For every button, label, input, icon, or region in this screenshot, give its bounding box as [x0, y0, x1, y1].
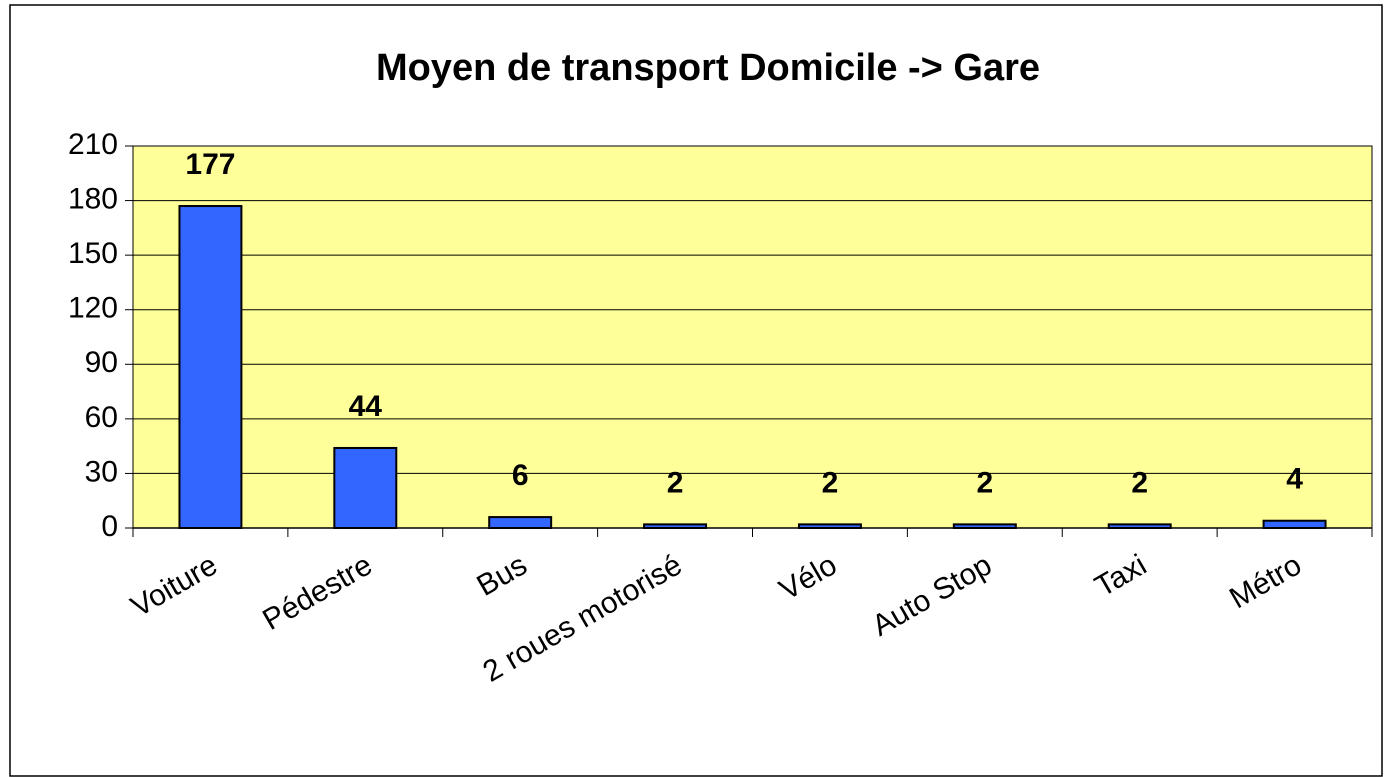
y-tick-label: 120	[68, 292, 118, 325]
data-label: 44	[349, 390, 383, 423]
y-tick-label: 150	[68, 237, 118, 270]
data-label: 4	[1286, 463, 1303, 496]
y-tick-label: 30	[85, 455, 118, 488]
bar	[333, 446, 398, 530]
bar	[1107, 523, 1172, 529]
bar	[643, 523, 708, 529]
chart-title: Moyen de transport Domicile -> Gare	[376, 47, 1040, 89]
y-tick-label: 210	[68, 128, 118, 161]
y-tick-label: 0	[101, 510, 118, 543]
bar	[1262, 519, 1327, 530]
bar	[178, 205, 243, 529]
data-label: 2	[822, 466, 839, 499]
data-label: 2	[976, 466, 993, 499]
data-label: 177	[185, 148, 235, 181]
y-tick-label: 180	[68, 182, 118, 215]
data-label: 2	[1131, 466, 1148, 499]
y-tick-label: 60	[85, 401, 118, 434]
data-label: 2	[667, 466, 684, 499]
bar	[952, 523, 1017, 529]
data-label: 6	[512, 459, 529, 492]
bar	[488, 516, 553, 529]
plot-area	[132, 145, 1373, 529]
bar	[797, 523, 862, 529]
y-tick-label: 90	[85, 346, 118, 379]
